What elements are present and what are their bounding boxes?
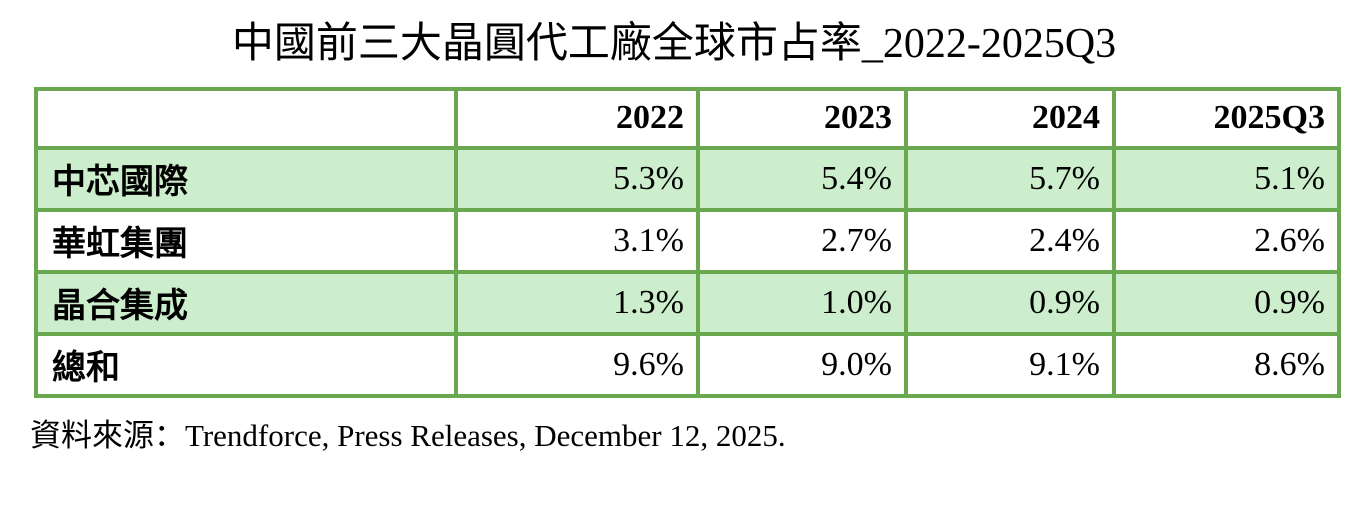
cell-value: 2.7% <box>696 207 908 274</box>
cell-value: 1.3% <box>454 269 700 336</box>
cell-value: 0.9% <box>1112 269 1341 336</box>
header-cell-2024: 2024 <box>904 86 1116 150</box>
cell-value: 5.1% <box>1112 145 1341 212</box>
cell-value: 9.1% <box>904 331 1116 398</box>
header-cell-2022: 2022 <box>454 86 700 150</box>
cell-value: 5.4% <box>696 145 908 212</box>
cell-value: 5.3% <box>454 145 700 212</box>
table-header-row: 2022 2023 2024 2025Q3 <box>34 86 1341 150</box>
source-note: 資料來源：Trendforce, Press Releases, Decembe… <box>30 417 786 453</box>
table-row-huahong: 華虹集團 3.1% 2.7% 2.4% 2.6% <box>34 207 1341 274</box>
cell-value: 3.1% <box>454 207 700 274</box>
cell-value: 2.4% <box>904 207 1116 274</box>
header-cell-2025q3: 2025Q3 <box>1112 86 1341 150</box>
row-label: 晶合集成 <box>34 269 458 336</box>
row-label: 總和 <box>34 331 458 398</box>
cell-value: 5.7% <box>904 145 1116 212</box>
row-label: 中芯國際 <box>34 145 458 212</box>
header-cell-empty <box>34 86 458 150</box>
cell-value: 8.6% <box>1112 331 1341 398</box>
cell-value: 9.6% <box>454 331 700 398</box>
cell-value: 9.0% <box>696 331 908 398</box>
page-title: 中國前三大晶圓代工廠全球市占率_2022-2025Q3 <box>231 21 1117 67</box>
table-row-total: 總和 9.6% 9.0% 9.1% 8.6% <box>34 331 1341 398</box>
table-row-nexchip: 晶合集成 1.3% 1.0% 0.9% 0.9% <box>34 269 1341 336</box>
cell-value: 1.0% <box>696 269 908 336</box>
row-label: 華虹集團 <box>34 207 458 274</box>
table-row-smic: 中芯國際 5.3% 5.4% 5.7% 5.1% <box>34 145 1341 212</box>
header-cell-2023: 2023 <box>696 86 908 150</box>
cell-value: 0.9% <box>904 269 1116 336</box>
market-share-table: 2022 2023 2024 2025Q3 中芯國際 5.3% 5.4% 5.7… <box>34 86 1341 398</box>
cell-value: 2.6% <box>1112 207 1341 274</box>
